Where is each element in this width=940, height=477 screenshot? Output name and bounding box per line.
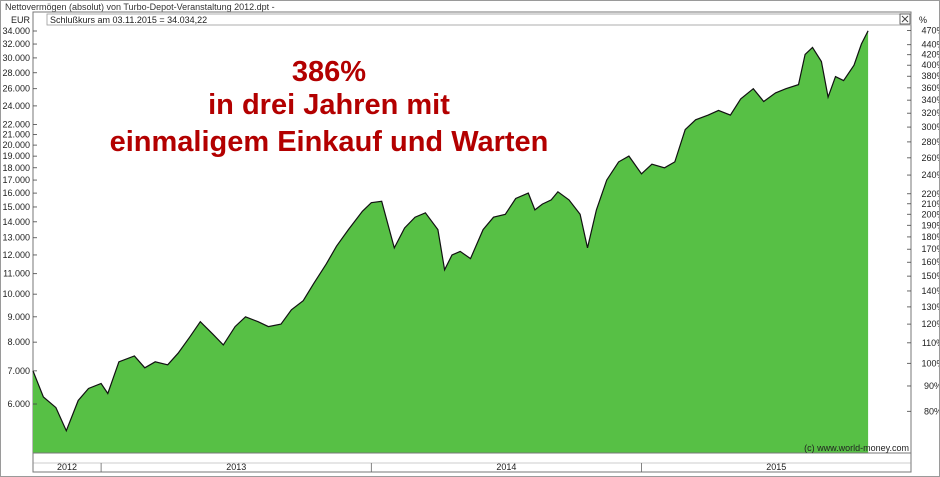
- right-axis: 80% 90% 100% 110% 120% 130% 140% 150% 160% 170% 18…: [907, 26, 939, 416]
- left-tick-label: 14.000: [2, 217, 30, 227]
- info-strip: [46, 13, 912, 26]
- left-tick-label: 24.000: [2, 101, 30, 111]
- right-tick-label: 180%: [921, 232, 939, 242]
- right-tick-label: 400%: [921, 60, 939, 70]
- headline-line-2: einmaligem Einkauf und Warten: [110, 126, 549, 158]
- time-axis-labels: 2012 2013 2014 2015: [57, 462, 786, 472]
- year-label: 2013: [226, 462, 246, 472]
- right-tick-label: 440%: [921, 40, 939, 50]
- left-tick-label: 10.000: [2, 289, 30, 299]
- left-tick-label: 28.000: [2, 68, 30, 78]
- left-tick-label: 9.000: [7, 312, 30, 322]
- left-tick-label: 19.000: [2, 151, 30, 161]
- right-tick-label: 120%: [921, 319, 939, 329]
- right-tick-label: 110%: [922, 338, 939, 348]
- right-tick-label: 420%: [921, 50, 939, 60]
- time-axis: [32, 452, 912, 473]
- left-tick-label: 8.000: [7, 337, 30, 347]
- left-tick-label: 22.000: [2, 120, 30, 130]
- right-tick-label: 190%: [921, 220, 939, 230]
- right-tick-label: 300%: [921, 122, 939, 132]
- series-layer: [32, 30, 869, 454]
- right-tick-label: 150%: [921, 271, 939, 281]
- left-tick-label: 18.000: [2, 163, 30, 173]
- right-tick-label: 170%: [921, 244, 939, 254]
- left-tick-label: 16.000: [2, 188, 30, 198]
- headline-percent: 386%: [292, 56, 366, 88]
- right-tick-label: 140%: [921, 286, 939, 296]
- headline-line-1: in drei Jahren mit: [208, 89, 450, 121]
- right-tick-label: 200%: [921, 209, 939, 219]
- right-tick-label: 260%: [921, 153, 939, 163]
- right-tick-label: 100%: [921, 358, 939, 368]
- left-tick-label: 21.000: [2, 130, 30, 140]
- copyright-label: (c) www.world-money.com: [804, 443, 909, 453]
- right-tick-label: 470%: [921, 26, 939, 36]
- year-label: 2014: [496, 462, 516, 472]
- left-axis-unit: EUR: [11, 15, 31, 25]
- close-icon[interactable]: [899, 13, 911, 25]
- right-tick-label: 240%: [921, 170, 939, 180]
- left-tick-label: 11.000: [3, 269, 30, 279]
- right-tick-label: 380%: [921, 71, 939, 81]
- right-tick-label: 90%: [924, 381, 939, 391]
- left-tick-label: 12.000: [2, 250, 30, 260]
- right-axis-unit: %: [919, 15, 927, 25]
- right-tick-label: 220%: [921, 189, 939, 199]
- series-line-0: [32, 30, 869, 433]
- right-tick-label: 160%: [921, 257, 939, 267]
- left-tick-label: 34.000: [2, 26, 30, 36]
- info-label: Schlußkurs am 03.11.2015 = 34.034,22: [50, 15, 207, 25]
- left-tick-label: 32.000: [2, 39, 30, 49]
- window-title: Nettovermögen (absolut) von Turbo-Depot-…: [5, 2, 275, 12]
- right-tick-label: 210%: [921, 199, 939, 209]
- year-label: 2015: [766, 462, 786, 472]
- left-tick-label: 7.000: [7, 366, 30, 376]
- left-tick-label: 30.000: [2, 53, 30, 63]
- right-tick-label: 340%: [921, 95, 939, 105]
- left-tick-label: 6.000: [7, 399, 30, 409]
- right-tick-label: 80%: [924, 406, 939, 416]
- left-tick-label: 26.000: [2, 84, 30, 94]
- right-tick-label: 320%: [921, 108, 939, 118]
- left-axis: 6.000 7.000 8.000 9.000 10.000 11.000 12.000 13…: [2, 26, 37, 409]
- year-label: 2012: [57, 462, 77, 472]
- series-area-0: [33, 30, 869, 454]
- left-tick-label: 13.000: [2, 233, 30, 243]
- left-tick-label: 17.000: [2, 175, 30, 185]
- right-tick-label: 130%: [921, 302, 939, 312]
- left-tick-label: 20.000: [2, 140, 30, 150]
- right-tick-label: 280%: [921, 137, 939, 147]
- left-tick-label: 15.000: [2, 202, 30, 212]
- right-tick-label: 360%: [921, 83, 939, 93]
